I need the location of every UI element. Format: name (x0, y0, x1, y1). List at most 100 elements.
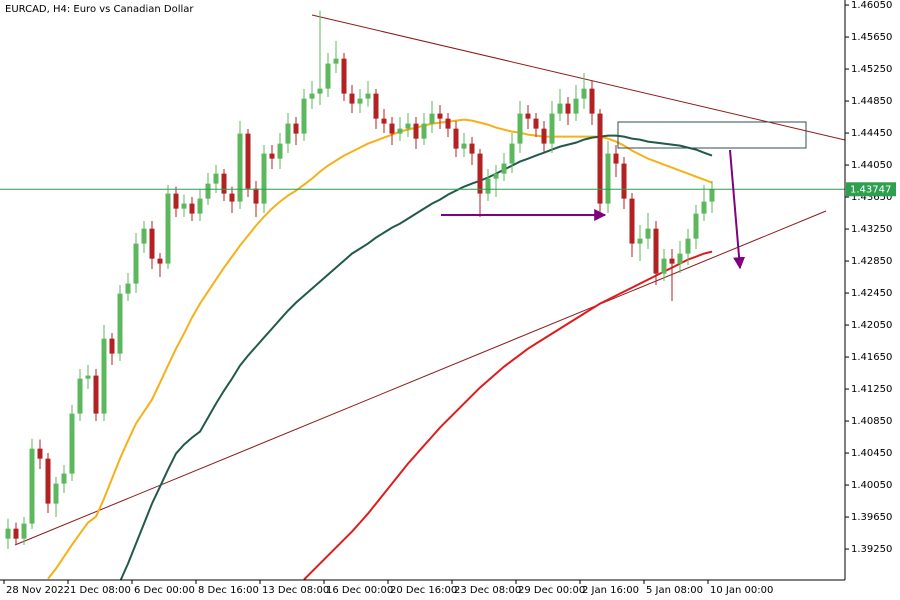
x-tick-label: 6 Dec 00:00 (134, 585, 195, 596)
x-tick-label: 13 Dec 08:00 (262, 585, 329, 596)
x-tick-label: 16 Dec 00:00 (326, 585, 393, 596)
candle-body (149, 228, 155, 259)
candle-body (453, 128, 459, 149)
candle-body (565, 103, 571, 114)
candle-body (229, 193, 235, 202)
candle-body (373, 93, 379, 119)
candle-body (237, 133, 243, 202)
candle-body (653, 228, 659, 274)
candle-body (125, 283, 131, 294)
candle-body (685, 238, 691, 254)
candle-body (37, 448, 43, 459)
candle-body (445, 118, 451, 129)
moving-average (119, 134, 713, 580)
candle-body (165, 193, 171, 264)
y-tick-label: 1.40050 (851, 480, 892, 491)
annotations (441, 121, 807, 270)
candle-body (701, 201, 707, 214)
resistance-trendline (311, 14, 845, 141)
candle-body (469, 143, 475, 154)
y-tick-label: 1.45650 (851, 32, 892, 43)
candle-body (629, 198, 635, 244)
x-tick-label: 10 Jan 00:00 (710, 585, 773, 596)
candle-body (549, 113, 555, 144)
candle-body (53, 483, 59, 504)
candle-body (621, 163, 627, 199)
candle-body (325, 63, 331, 89)
y-tick-label: 1.44450 (851, 128, 892, 139)
candle-body (365, 93, 371, 99)
candle-body (709, 189, 715, 202)
y-tick-label: 1.44850 (851, 96, 892, 107)
candle-body (45, 458, 51, 504)
candle-body (205, 183, 211, 199)
y-tick-label: 1.45250 (851, 64, 892, 75)
candle-body (533, 118, 539, 129)
candle-body (661, 258, 667, 274)
candle-body (413, 123, 419, 139)
candle-body (341, 58, 347, 94)
candle-body (677, 253, 683, 264)
candle-body (157, 258, 163, 264)
arrow-down (729, 149, 746, 270)
candle-body (213, 173, 219, 184)
x-tick-label: 8 Dec 16:00 (198, 585, 259, 596)
candle-body (109, 338, 115, 354)
candle-body (29, 448, 35, 524)
y-tick-label: 1.46050 (851, 0, 892, 11)
candle-body (645, 228, 651, 239)
candle-body (405, 123, 411, 129)
candle-body (437, 113, 443, 119)
candle-body (573, 98, 579, 114)
candle-body (669, 258, 675, 264)
candle-body (197, 198, 203, 214)
candle-body (477, 153, 483, 194)
y-tick-label: 1.43650 (851, 192, 892, 203)
zone-box (617, 121, 807, 149)
candle-body (285, 123, 291, 144)
y-tick-label: 1.42050 (851, 320, 892, 331)
x-tick-label: 23 Dec 08:00 (454, 585, 521, 596)
plot-area (0, 10, 845, 580)
candle-body (269, 153, 275, 159)
candle-body (293, 123, 299, 134)
candle-body (461, 143, 467, 149)
x-tick-label: 2 Jan 16:00 (582, 585, 639, 596)
y-tick-label: 1.40450 (851, 448, 892, 459)
candle-body (301, 98, 307, 134)
x-tick-label: 28 Nov 2022 (6, 585, 70, 596)
candle-body (517, 113, 523, 144)
candle-body (133, 243, 139, 284)
y-tick-label: 1.42850 (851, 256, 892, 267)
moving-average (303, 250, 713, 580)
candle-body (613, 153, 619, 164)
price-label: 1.43747 (850, 184, 891, 195)
candle-body (597, 113, 603, 204)
candle-body (693, 213, 699, 239)
candle-body (85, 375, 91, 379)
candle-body (605, 153, 611, 204)
y-tick-label: 1.39250 (851, 544, 892, 555)
candle-body (117, 293, 123, 354)
candle-body (397, 128, 403, 134)
candle-body (5, 528, 11, 539)
candle-body (381, 118, 387, 124)
price-label-bg (846, 182, 896, 197)
candle-body (69, 413, 75, 474)
candle-body (493, 173, 499, 179)
y-tick-label: 1.39650 (851, 512, 892, 523)
y-tick-label: 1.40850 (851, 416, 892, 427)
candle-body (389, 123, 395, 134)
candle-body (13, 528, 19, 539)
candle-body (429, 113, 435, 124)
x-tick-label: 5 Jan 08:00 (646, 585, 703, 596)
candle-body (141, 228, 147, 244)
candle-body (189, 203, 195, 214)
candle-body (357, 98, 363, 104)
candle-body (557, 103, 563, 114)
candle-body (637, 238, 643, 244)
y-tick-label: 1.41250 (851, 384, 892, 395)
candle-body (21, 523, 27, 539)
